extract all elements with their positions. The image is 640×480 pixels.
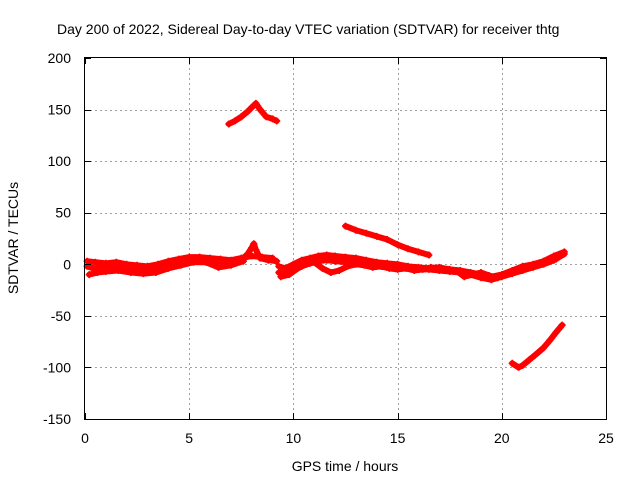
x-axis-title: GPS time / hours: [292, 458, 399, 474]
series-trace: [509, 322, 566, 371]
y-tick-label: 200: [48, 50, 72, 66]
series-main-band-f: [277, 255, 560, 282]
series-trace: [277, 256, 559, 281]
x-tick-label: 0: [81, 430, 89, 446]
series-main-band-c: [85, 257, 247, 279]
y-tick-label: 50: [55, 205, 71, 221]
series-negative-segment: [508, 321, 566, 371]
data-marks: [83, 99, 568, 371]
x-tick-label: 25: [598, 430, 614, 446]
series-trace: [84, 253, 276, 270]
x-tick-label: 5: [185, 430, 193, 446]
y-tick-label: -150: [43, 411, 71, 427]
series-trace: [225, 100, 280, 127]
plot-frame: [84, 57, 607, 420]
series-trace: [86, 258, 247, 278]
series-decline-segment: [342, 222, 433, 259]
y-axis-title: SDTVAR / TECUs: [5, 182, 21, 294]
ticks-layer: 0 5 10 15 20 25 -150 -100 -50 0 50 100 150 200: [43, 50, 614, 446]
series-trace: [342, 223, 432, 258]
series-rise-segment: [225, 99, 281, 128]
chart-title: Day 200 of 2022, Sidereal Day-to-day VTE…: [57, 21, 559, 37]
y-tick-label: 150: [48, 102, 72, 118]
y-tick-label: 100: [48, 153, 72, 169]
x-tick-label: 20: [494, 430, 510, 446]
x-tick-label: 10: [286, 430, 302, 446]
y-tick-label: 0: [63, 256, 71, 272]
x-tick-label: 15: [390, 430, 406, 446]
y-tick-label: -100: [43, 359, 71, 375]
y-tick-label: -50: [51, 308, 71, 324]
